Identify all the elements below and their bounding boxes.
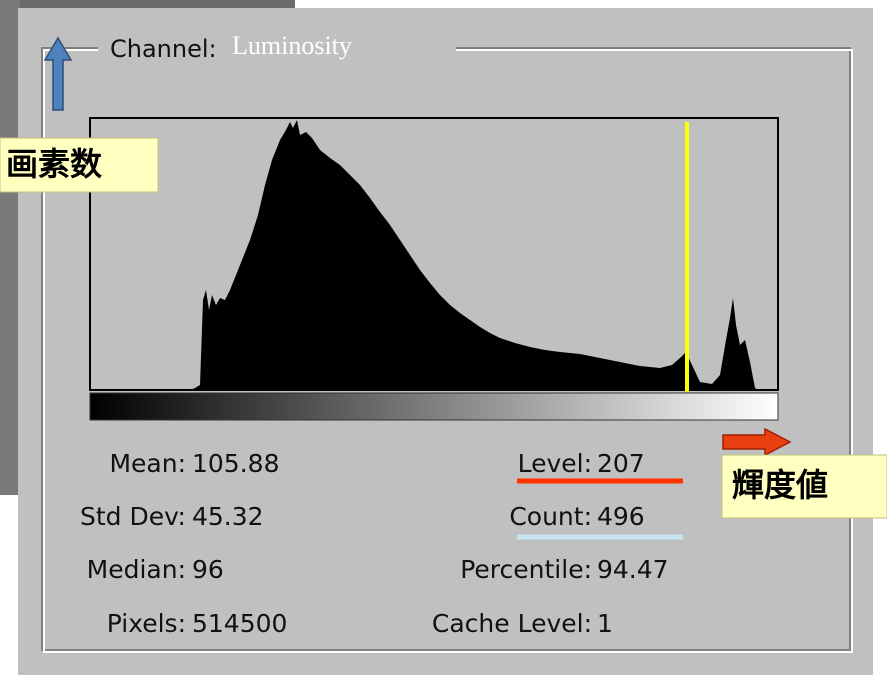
x-annotation: 輝度値 [732,466,828,504]
right-arrow [722,427,792,457]
annotation-box [721,454,887,519]
stat-label: Std Dev: [80,502,186,531]
stat-value: 207 [597,449,645,478]
stat-value: 514500 [192,609,287,638]
up-arrow [43,36,73,111]
stat-label: Median: [87,555,186,584]
stat-label: Percentile: [460,555,592,584]
gradient-bar [89,392,779,421]
channel-label: Channel: [110,35,217,63]
stat-value: 105.88 [192,449,279,478]
stat-label: Cache Level: [432,609,592,638]
stat-value: 94.47 [597,555,669,584]
stat-label: Mean: [109,449,186,478]
group-box-gap [98,30,456,66]
background-photo [0,0,295,10]
stat-value: 496 [597,502,645,531]
annotation-box [0,137,159,193]
stat-value: 96 [192,555,224,584]
y-annotation: 画素数 [6,145,103,183]
stat-label: Level: [518,449,592,478]
histogram [190,120,758,390]
stat-value: 45.32 [192,502,264,531]
channel-value[interactable]: Luminosity [232,31,352,60]
background-photo [0,0,20,495]
stat-value: 1 [597,609,613,638]
stat-label: Pixels: [107,609,186,638]
stat-label: Count: [509,502,592,531]
